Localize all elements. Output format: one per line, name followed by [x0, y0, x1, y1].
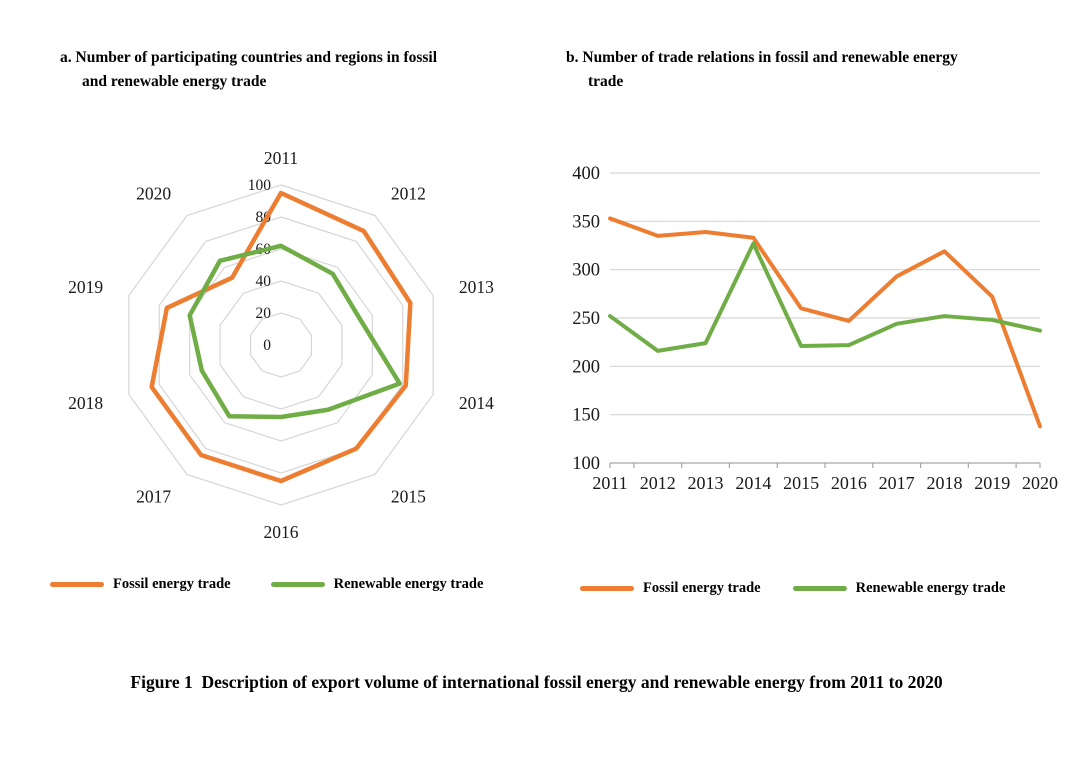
svg-text:2017: 2017 [136, 486, 171, 506]
legend-item-fossil: Fossil energy trade [50, 576, 231, 593]
radar-chart: 0204060801002011201220132014201520162017… [68, 148, 494, 542]
radar-legend: Fossil energy trade Renewable energy tra… [38, 576, 523, 593]
svg-text:200: 200 [572, 357, 600, 377]
svg-text:300: 300 [572, 261, 600, 281]
svg-text:350: 350 [572, 212, 600, 232]
fossil-line-swatch [50, 582, 104, 588]
svg-text:100: 100 [248, 177, 272, 194]
svg-text:20: 20 [256, 305, 272, 322]
svg-text:100: 100 [572, 454, 600, 474]
svg-text:2012: 2012 [391, 184, 426, 204]
renewable-line-swatch [792, 586, 847, 592]
legend-label-renewable: Renewable energy trade [855, 580, 1006, 597]
svg-text:2012: 2012 [640, 473, 676, 493]
legend-label-fossil: Fossil energy trade [113, 576, 231, 593]
panel-radar-chart: a. Number of participating countries and… [38, 46, 523, 593]
fossil-line-swatch [580, 586, 634, 592]
svg-text:2017: 2017 [879, 473, 915, 493]
svg-text:2020: 2020 [1022, 473, 1058, 493]
line-legend: Fossil energy trade Renewable energy tra… [548, 580, 1063, 597]
svg-text:2020: 2020 [136, 184, 171, 204]
svg-text:2019: 2019 [974, 473, 1010, 493]
svg-text:0: 0 [263, 337, 271, 354]
svg-text:2019: 2019 [68, 277, 103, 297]
svg-text:250: 250 [572, 309, 600, 329]
svg-text:2016: 2016 [831, 473, 867, 493]
svg-text:2015: 2015 [391, 486, 426, 506]
line-chart: 100 150 200 250 300 350 400 2011 2012 2013 2014 201… [572, 164, 1058, 493]
panel-line-chart: b. Number of trade relations in fossil a… [548, 46, 1063, 597]
svg-text:150: 150 [572, 406, 600, 426]
line-chart-title: b. Number of trade relations in fossil a… [566, 49, 958, 91]
legend-item-fossil: Fossil energy trade [580, 580, 761, 597]
legend-item-renewable: Renewable energy trade [270, 576, 484, 593]
svg-text:2013: 2013 [459, 277, 494, 297]
legend-item-renewable: Renewable energy trade [792, 580, 1006, 597]
svg-text:2018: 2018 [926, 473, 962, 493]
svg-text:400: 400 [572, 164, 600, 184]
svg-text:2015: 2015 [783, 473, 819, 493]
svg-text:2014: 2014 [459, 393, 494, 413]
svg-text:2013: 2013 [688, 473, 724, 493]
svg-text:2011: 2011 [264, 148, 298, 168]
radar-chart-title: a. Number of participating countries and… [60, 49, 438, 91]
figure-caption: Figure 1 Description of export volume of… [130, 672, 943, 692]
svg-text:2014: 2014 [735, 473, 771, 493]
legend-label-fossil: Fossil energy trade [643, 580, 761, 597]
legend-label-renewable: Renewable energy trade [333, 576, 484, 593]
svg-text:40: 40 [256, 273, 272, 290]
svg-text:2016: 2016 [264, 522, 299, 542]
svg-text:2018: 2018 [68, 393, 103, 413]
renewable-line-swatch [270, 582, 325, 588]
svg-text:2011: 2011 [592, 473, 627, 493]
